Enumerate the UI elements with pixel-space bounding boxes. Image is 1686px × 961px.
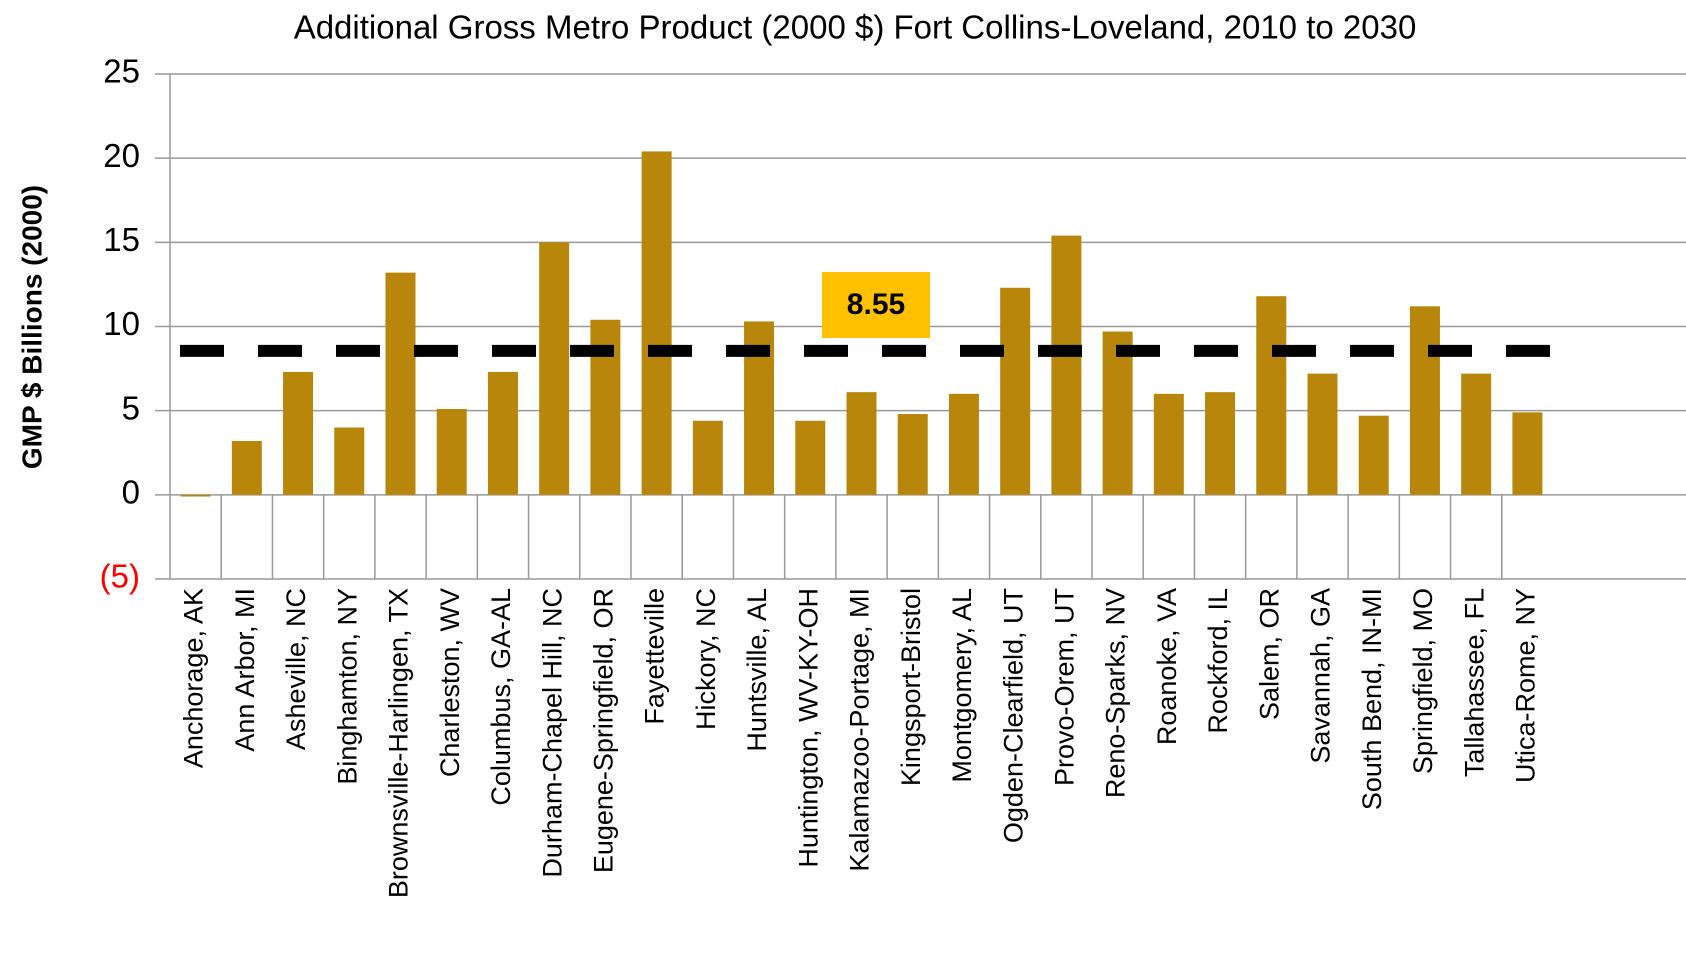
x-tick-label: Springfield, MO — [1408, 588, 1438, 774]
bar — [1409, 306, 1440, 495]
x-tick-label: Reno-Sparks, NV — [1101, 588, 1131, 798]
x-tick-label: Eugene-Springfield, OR — [589, 588, 619, 873]
x-tick-label: Utica-Rome, NY — [1511, 588, 1541, 783]
bar — [436, 408, 467, 495]
x-tick-label: Savannah, GA — [1306, 588, 1336, 764]
x-tick-label: South Bend, IN-MI — [1357, 588, 1387, 810]
annotation-box — [822, 272, 930, 338]
x-tick-label: Ann Arbor, MI — [230, 588, 260, 752]
x-tick-label: Asheville, NC — [281, 588, 311, 750]
x-tick-label: Charleston, WV — [435, 588, 465, 777]
bar — [795, 420, 826, 495]
x-tick-label: Provo-Orem, UT — [1050, 588, 1080, 786]
annotation-label: 8.55 — [847, 288, 905, 321]
y-tick-label: 25 — [103, 53, 140, 90]
x-tick-label: Huntsville, AL — [742, 588, 772, 752]
x-tick-label: Hickory, NC — [691, 588, 721, 730]
x-tick-label: Columbus, GA-AL — [486, 588, 516, 806]
bar — [948, 393, 979, 495]
y-axis-label: GMP $ Billions (2000) — [16, 185, 47, 469]
x-tick-label: Montgomery, AL — [947, 588, 977, 783]
bar — [1051, 235, 1082, 495]
bar — [487, 371, 518, 495]
x-tick-label: Binghamton, NY — [332, 588, 362, 785]
x-tick-label: Kalamazoo-Portage, MI — [845, 588, 875, 872]
y-tick-label: 0 — [122, 474, 140, 511]
x-tick-label: Tallahassee, FL — [1459, 588, 1489, 777]
x-tick-label: Huntington, WV-KY-OH — [793, 588, 823, 868]
y-tick-label: (5) — [100, 558, 140, 595]
y-tick-label: 10 — [103, 305, 140, 342]
bar — [897, 414, 928, 495]
x-tick-label: Brownsville-Harlingen, TX — [384, 588, 414, 898]
bar — [846, 392, 877, 495]
bar — [385, 272, 416, 495]
x-tick-label: Roanoke, VA — [1152, 588, 1182, 745]
bar — [1358, 415, 1389, 495]
bar — [539, 242, 570, 495]
x-tick-label: Salem, OR — [1254, 588, 1284, 720]
bar — [1153, 393, 1184, 495]
bar — [1102, 331, 1133, 495]
bar — [334, 427, 365, 495]
x-tick-label: Rockford, IL — [1203, 588, 1233, 734]
bar — [1461, 373, 1492, 495]
bar — [1205, 392, 1236, 495]
y-tick-label: 5 — [122, 389, 140, 426]
bar — [692, 420, 723, 495]
y-tick-label: 15 — [103, 221, 140, 258]
x-tick-label: Durham-Chapel Hill, NC — [537, 588, 567, 878]
bar — [231, 440, 262, 495]
bar — [1000, 287, 1031, 495]
bar — [1256, 296, 1287, 495]
x-tick-label: Ogden-Clearfield, UT — [998, 588, 1028, 843]
bar — [283, 371, 314, 495]
bar — [1512, 412, 1543, 495]
x-tick-label: Anchorage, AK — [179, 588, 209, 768]
y-tick-label: 20 — [103, 137, 140, 174]
bar — [1307, 373, 1338, 495]
bar — [180, 494, 211, 497]
bar — [641, 151, 672, 495]
chart-title: Additional Gross Metro Product (2000 $) … — [294, 9, 1417, 46]
x-tick-label: Fayetteville — [640, 588, 670, 725]
x-tick-label: Kingsport-Bristol — [896, 588, 926, 786]
